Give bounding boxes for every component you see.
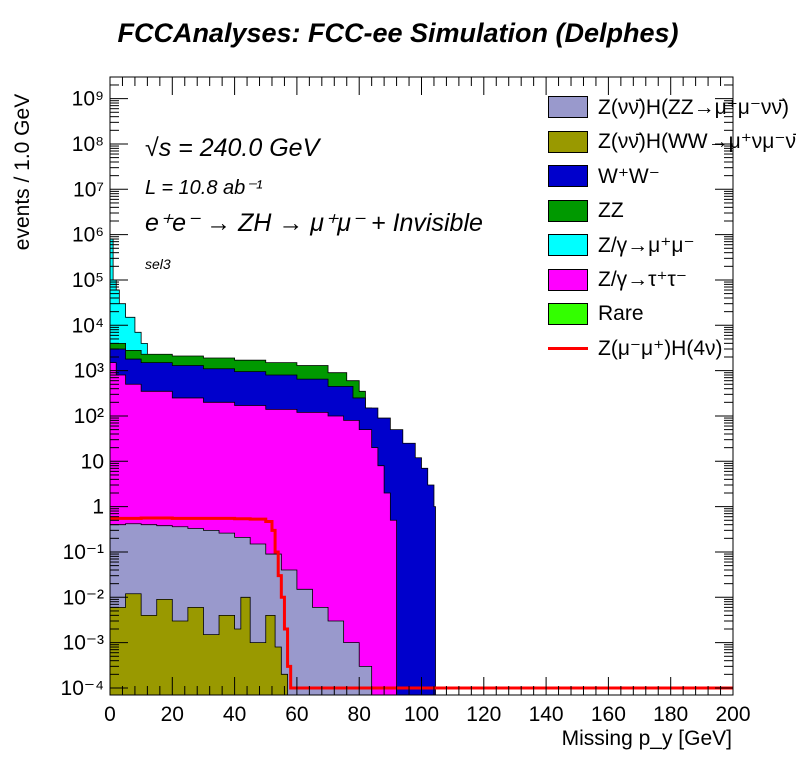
y-axis-label: events / 1.0 GeV (11, 93, 34, 251)
x-tick-label: 180 (653, 703, 688, 726)
x-axis-label: Missing p_y [GeV] (561, 727, 732, 750)
y-tick-label: 10⁹ (72, 88, 104, 111)
x-tick-label: 0 (104, 703, 116, 726)
x-tick-label: 120 (466, 703, 501, 726)
legend-entry: Z(νν̄)H(WW→μ⁺νμ⁻ν̄) (548, 127, 796, 157)
legend-swatch (548, 130, 588, 153)
legend-label: ZZ (598, 198, 624, 222)
y-tick-label: 10² (74, 405, 104, 428)
legend-entry: W⁺W⁻ (548, 161, 660, 191)
x-tick-label: 160 (591, 703, 626, 726)
legend-entry: Z/γ→μ⁺μ⁻ (548, 230, 695, 260)
chart-title: FCCAnalyses: FCC-ee Simulation (Delphes) (117, 18, 679, 48)
legend-entry: ZZ (548, 196, 624, 226)
x-tick-label: 60 (285, 703, 308, 726)
y-tick-label: 10⁴ (72, 314, 104, 337)
energy-annotation: √s = 240.0 GeV (145, 134, 320, 162)
x-tick-label: 200 (715, 703, 750, 726)
y-tick-label: 1 (92, 496, 104, 519)
legend-swatch (548, 303, 588, 325)
y-tick-label: 10⁶ (72, 224, 104, 247)
legend-label: Z(νν̄)H(WW→μ⁺νμ⁻ν̄) (598, 130, 796, 153)
legend-swatch (548, 347, 588, 350)
y-tick-label: 10⁵ (72, 269, 104, 292)
selection-annotation: sel3 (145, 256, 171, 272)
legend-entry: Z/γ→τ⁺τ⁻ (548, 265, 687, 295)
legend-label: Z(νν̄)H(ZZ→μ⁺μ⁻νν̄) (598, 95, 789, 119)
y-tick-label: 10³ (74, 360, 104, 383)
legend-label: Z/γ→τ⁺τ⁻ (598, 268, 687, 291)
y-tick-label: 10⁸ (72, 133, 104, 156)
legend-label: Rare (598, 302, 644, 325)
legend-swatch (548, 96, 588, 118)
legend-entry: Rare (548, 299, 644, 329)
x-tick-label: 40 (223, 703, 246, 726)
y-tick-label: 10⁻² (63, 586, 104, 609)
y-tick-label: 10⁻¹ (63, 541, 104, 564)
y-tick-label: 10⁷ (73, 178, 104, 201)
y-tick-label: 10 (81, 450, 104, 473)
y-tick-label: 10⁻³ (63, 632, 104, 655)
legend-swatch (548, 165, 588, 187)
legend-swatch (548, 234, 588, 256)
x-tick-label: 20 (161, 703, 184, 726)
x-tick-label: 100 (404, 703, 439, 726)
process-annotation: e⁺e⁻ → ZH → μ⁺μ⁻ + Invisible (145, 209, 483, 237)
series-area-Z-H-WW- (109, 593, 288, 696)
legend-swatch (548, 268, 588, 291)
lumi-annotation: L = 10.8 ab⁻¹ (145, 177, 263, 199)
legend-label: Z/γ→μ⁺μ⁻ (598, 233, 695, 257)
legend-label: Z(μ⁻μ⁺)H(4ν) (598, 337, 723, 360)
legend-swatch (548, 199, 588, 222)
signal-line (110, 516, 733, 690)
x-tick-label: 80 (348, 703, 371, 726)
legend-entry: Z(νν̄)H(ZZ→μ⁺μ⁻νν̄) (548, 92, 789, 122)
legend-label: W⁺W⁻ (598, 164, 660, 188)
legend-entry: Z(μ⁻μ⁺)H(4ν) (548, 334, 723, 364)
x-tick-label: 140 (529, 703, 564, 726)
y-tick-label: 10⁻⁴ (61, 677, 104, 700)
